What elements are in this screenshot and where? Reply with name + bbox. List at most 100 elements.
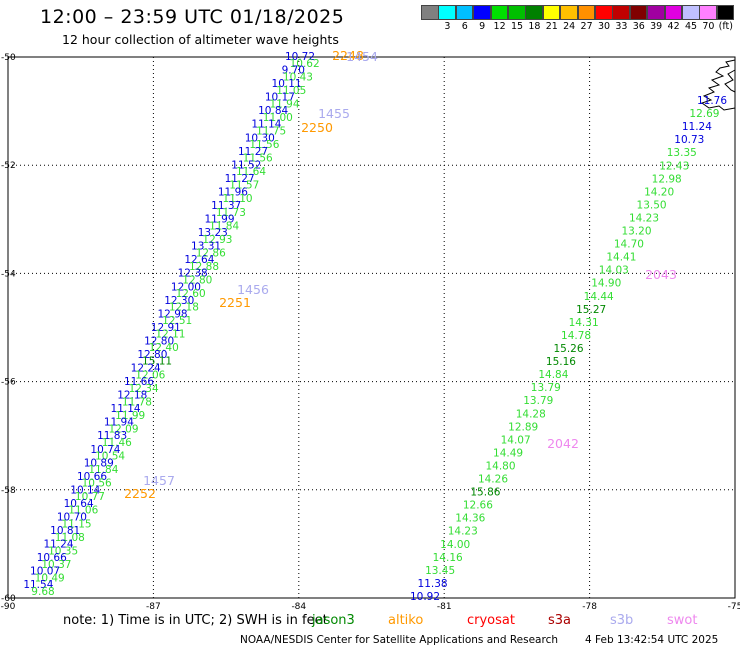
wave-height-label: 15.16 xyxy=(546,356,576,368)
pass-time-label: 2251 xyxy=(219,295,251,310)
wave-height-label: 10.92 xyxy=(410,591,440,603)
lat-tick-label: -50 xyxy=(1,53,16,63)
scale-swatch xyxy=(595,5,613,20)
scale-label: 9 xyxy=(479,21,486,32)
wave-height-label: 12.34 xyxy=(129,383,159,395)
wave-height-label: 12.64 xyxy=(184,254,214,266)
wave-height-label: 14.49 xyxy=(493,447,523,459)
wave-height-label: 14.80 xyxy=(485,460,515,472)
wave-height-label: 11.24 xyxy=(682,121,712,133)
scale-label: 30 xyxy=(597,21,611,32)
lon-tick-label: -87 xyxy=(146,602,161,612)
wave-height-label: 12.66 xyxy=(463,500,493,512)
wave-height-label: 14.90 xyxy=(591,278,621,290)
wave-height-label: 10.81 xyxy=(50,525,80,537)
scale-label: 12 xyxy=(493,21,506,32)
scale-label: 42 xyxy=(667,21,680,32)
wave-height-label: 11.08 xyxy=(55,532,85,544)
wave-height-label: 14.78 xyxy=(561,330,591,342)
wave-height-label: 11.57 xyxy=(229,180,259,192)
wave-height-label: 9.70 xyxy=(282,65,305,77)
wave-height-label: 12.18 xyxy=(169,302,199,314)
wave-height-label: 13.23 xyxy=(198,227,228,239)
scale-swatch xyxy=(525,5,543,20)
wave-height-label: 12.24 xyxy=(131,363,161,375)
lat-tick-label: -54 xyxy=(1,269,16,279)
wave-height-label: 12.89 xyxy=(508,421,538,433)
wave-height-label: 12.98 xyxy=(158,308,188,320)
scale-label: 15 xyxy=(510,21,524,32)
wave-height-label: 10.56 xyxy=(82,478,112,490)
scale-swatch xyxy=(699,5,717,20)
scale-swatch xyxy=(577,5,596,20)
scale-swatch xyxy=(542,5,561,20)
wave-height-label: 12.51 xyxy=(162,315,192,327)
coastline-path xyxy=(700,59,736,111)
wave-height-label: 14.31 xyxy=(569,317,599,329)
wave-height-label: 11.64 xyxy=(236,166,266,178)
wave-height-label: 14.41 xyxy=(606,252,636,264)
wave-height-label: 12.06 xyxy=(135,369,165,381)
wave-height-label: 14.07 xyxy=(501,434,531,446)
map-frame xyxy=(7,56,736,599)
pass-time-label: 1454 xyxy=(346,49,378,64)
wave-height-label: 15.86 xyxy=(470,487,500,499)
wave-height-label: 14.20 xyxy=(644,186,674,198)
wave-height-label: 12.00 xyxy=(171,281,201,293)
wave-height-label: 14.00 xyxy=(440,539,470,551)
wave-height-label: 12.11 xyxy=(155,329,185,341)
scale-swatch xyxy=(438,5,456,20)
wave-height-label: 11.52 xyxy=(231,159,261,171)
timestamp: 4 Feb 13:42:54 UTC 2025 xyxy=(585,634,719,646)
pass-track-east: 11.7612.6911.2410.7313.3512.4312.9814.20… xyxy=(410,95,727,603)
wave-height-label: 10.17 xyxy=(265,92,295,104)
lon-tick-label: -90 xyxy=(1,602,16,612)
wave-height-label: 14.03 xyxy=(599,265,629,277)
wave-height-label: 10.70 xyxy=(57,512,87,524)
wave-height-label: 10.84 xyxy=(258,105,288,117)
wave-height-label: 11.06 xyxy=(68,505,98,517)
wave-height-label: 10.66 xyxy=(77,471,107,483)
wave-height-label: 14.28 xyxy=(516,408,546,420)
scale-swatch xyxy=(490,5,509,20)
wave-height-label: 11.10 xyxy=(223,193,253,205)
wave-height-label: 11.94 xyxy=(104,417,134,429)
legend-item-s3b: s3b xyxy=(610,613,634,628)
wave-height-label: 10.62 xyxy=(290,58,320,70)
legend-item-s3a: s3a xyxy=(548,613,572,628)
wave-height-label: 10.43 xyxy=(283,71,313,83)
wave-height-label: 10.64 xyxy=(64,498,94,510)
wave-height-label: 11.66 xyxy=(124,376,154,388)
wave-height-label: 11.84 xyxy=(88,464,118,476)
scale-label: 70 xyxy=(702,21,715,32)
wave-height-label: 11.75 xyxy=(256,125,286,137)
scale-swatch xyxy=(508,5,526,20)
scale-label: 27 xyxy=(580,21,593,32)
wave-height-label: 14.36 xyxy=(455,513,485,525)
lat-tick-label: -56 xyxy=(1,378,16,388)
wave-height-label: 13.45 xyxy=(425,565,455,577)
coastline-path xyxy=(724,69,736,93)
pass-time-label: 1457 xyxy=(143,473,175,488)
wave-height-label: 15.27 xyxy=(576,304,606,316)
wave-height-label: 10.74 xyxy=(90,444,120,456)
scale-label: 36 xyxy=(632,21,645,32)
scale-label: 45 xyxy=(684,21,698,32)
lat-tick-label: -60 xyxy=(1,594,16,604)
wave-height-label: 13.79 xyxy=(523,395,553,407)
scale-swatch xyxy=(682,5,700,20)
pass-track-west: 10.7210.629.7010.4310.1111.0510.1711.941… xyxy=(23,48,378,598)
legend-item-swot: swot xyxy=(667,613,698,628)
wave-height-label: 12.93 xyxy=(202,234,232,246)
wave-height-label: 12.40 xyxy=(149,342,179,354)
wave-height-label: 11.14 xyxy=(111,403,141,415)
wave-height-label: 13.20 xyxy=(621,226,651,238)
wave-height-label: 12.18 xyxy=(117,390,147,402)
wave-height-label: 12.80 xyxy=(182,274,212,286)
wave-height-label: 10.72 xyxy=(285,51,315,63)
wave-height-label: 11.24 xyxy=(43,539,73,551)
scale-swatch xyxy=(560,5,578,20)
wave-height-label: 11.76 xyxy=(697,95,727,107)
scale-label: 33 xyxy=(615,21,628,32)
